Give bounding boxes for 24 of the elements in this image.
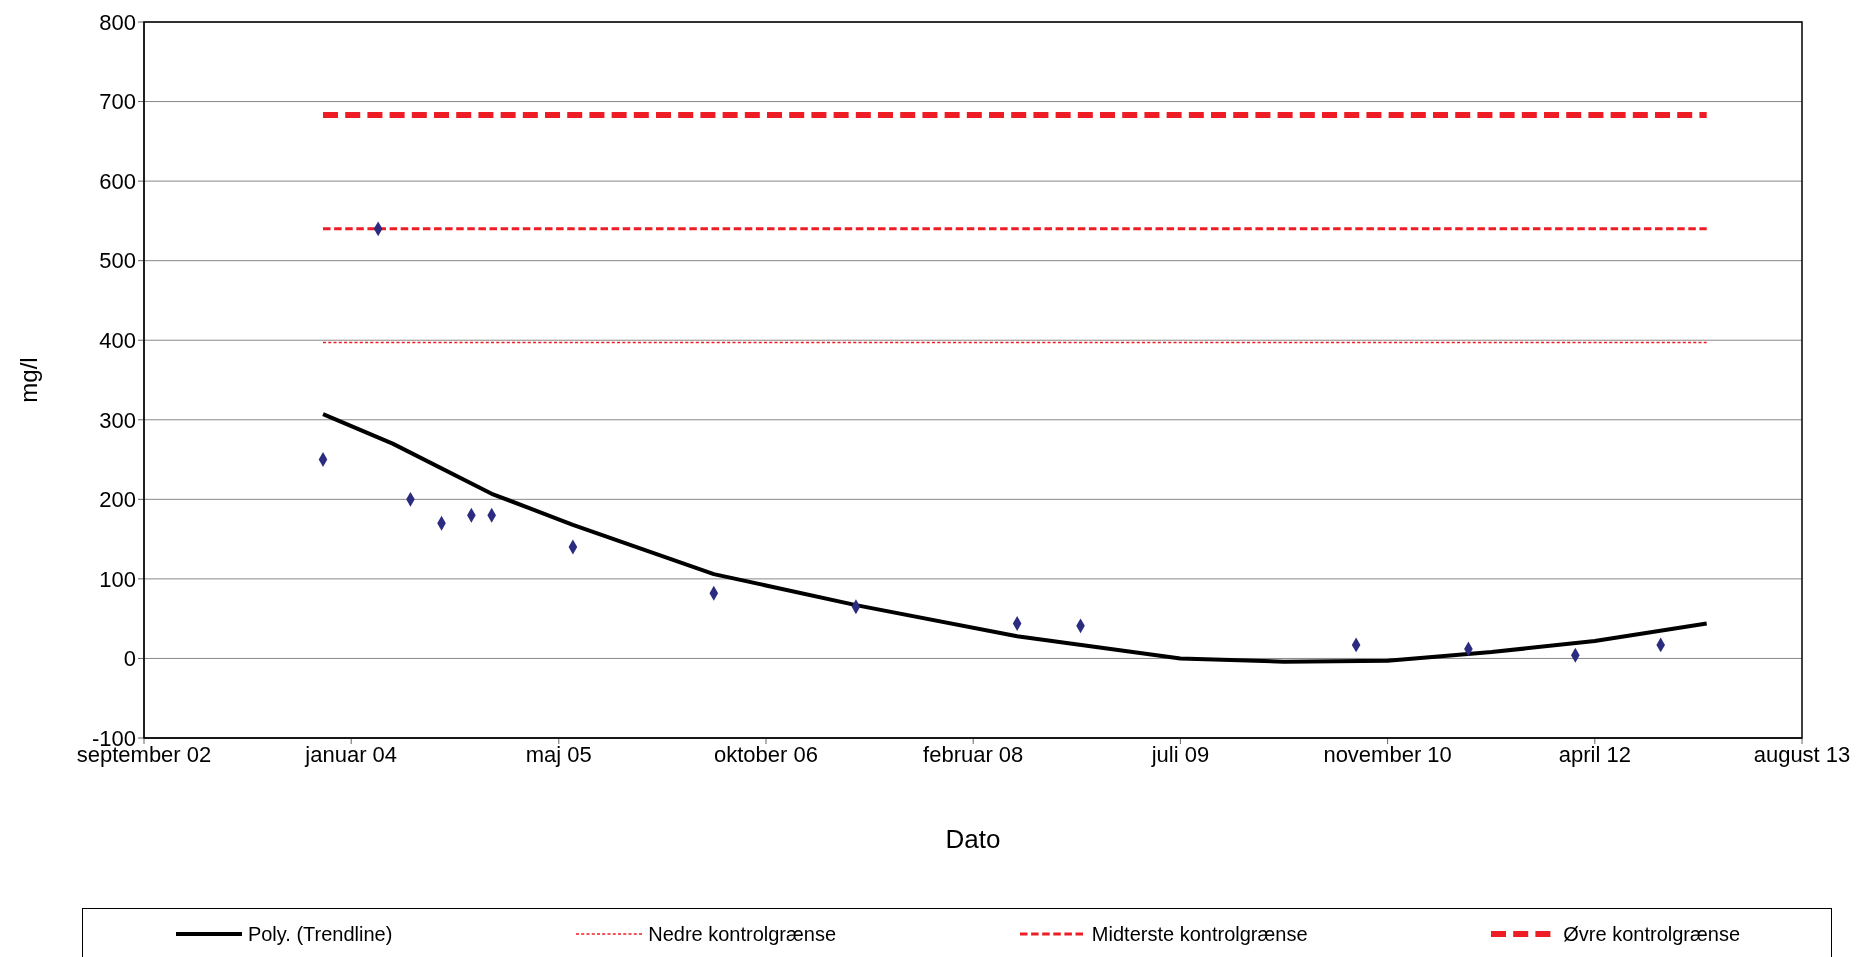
- y-tick-label: 0: [123, 646, 136, 672]
- x-axis-title: Dato: [945, 824, 1001, 854]
- line-series: [321, 412, 1709, 664]
- y-tick-label: 100: [99, 566, 136, 592]
- y-tick-label: 600: [99, 168, 136, 194]
- y-axis-title: mg/l: [14, 357, 42, 403]
- x-tick-label: november 10: [1323, 741, 1452, 767]
- x-tick-label: februar 08: [923, 741, 1024, 767]
- x-tick-label: maj 05: [525, 741, 592, 767]
- x-tick-label: april 12: [1558, 741, 1631, 767]
- y-tick-label: 700: [99, 89, 136, 115]
- x-tick-label: juli 09: [1150, 741, 1210, 767]
- legend-label: Poly. (Trendline): [247, 922, 393, 946]
- y-tick-label: 500: [99, 248, 136, 274]
- legend-label: Øvre kontrolgrænse: [1563, 922, 1741, 946]
- legend-label: Midterste kontrolgrænse: [1091, 922, 1308, 946]
- legend-label: Nedre kontrolgrænse: [648, 922, 837, 946]
- y-tick-label: 400: [99, 328, 136, 354]
- y-tick-label: 800: [99, 9, 136, 35]
- y-tick-label: 200: [99, 487, 136, 513]
- y-tick-label: 300: [99, 407, 136, 433]
- x-tick-label: januar 04: [304, 741, 398, 767]
- x-tick-label: august 13: [1753, 741, 1851, 767]
- x-tick-label: oktober 06: [714, 741, 818, 767]
